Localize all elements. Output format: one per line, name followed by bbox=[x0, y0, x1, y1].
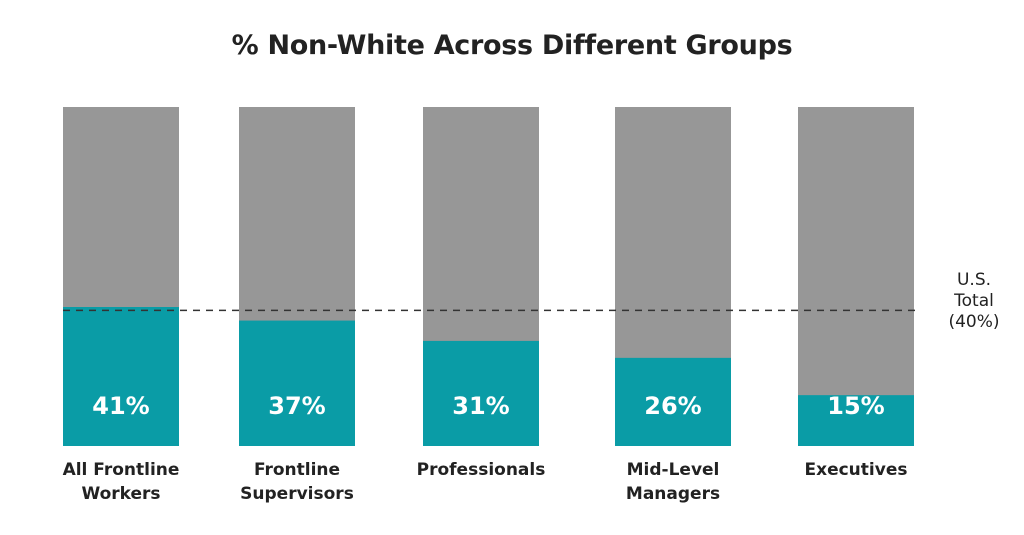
bar-value-label: 26% bbox=[644, 392, 701, 420]
category-label: Frontline bbox=[254, 460, 340, 480]
bar-value-label: 41% bbox=[92, 392, 149, 420]
bar-value bbox=[239, 320, 355, 446]
category-labels-group: All Frontline Workers Frontline Supervisors… bbox=[63, 460, 908, 504]
category-label: All Frontline bbox=[63, 460, 180, 480]
category-label: Supervisors bbox=[240, 484, 354, 504]
bar-value bbox=[615, 357, 731, 446]
bar-value-label: 15% bbox=[827, 392, 884, 420]
category-label: Mid-Level bbox=[627, 460, 720, 480]
bar-value bbox=[63, 307, 179, 446]
bar-value-label: 37% bbox=[268, 392, 325, 420]
bar-value-label: 31% bbox=[452, 392, 509, 420]
category-label: Professionals bbox=[417, 460, 546, 480]
bars-group: 41% 37% 31% 26% 15% bbox=[63, 107, 914, 446]
bar-value bbox=[798, 395, 914, 446]
chart-title: % Non-White Across Different Groups bbox=[231, 30, 793, 61]
reference-line-label: U.S. Total (40%) bbox=[930, 270, 1018, 333]
reference-label-line-2: Total bbox=[954, 291, 994, 311]
reference-label-line-3: (40%) bbox=[948, 312, 1000, 332]
bar-remainder bbox=[798, 107, 914, 446]
reference-label-line-1: U.S. bbox=[956, 270, 992, 290]
category-label: Executives bbox=[805, 460, 908, 480]
category-label: Managers bbox=[626, 484, 720, 504]
bar-value bbox=[423, 340, 539, 446]
category-label: Workers bbox=[81, 484, 160, 504]
